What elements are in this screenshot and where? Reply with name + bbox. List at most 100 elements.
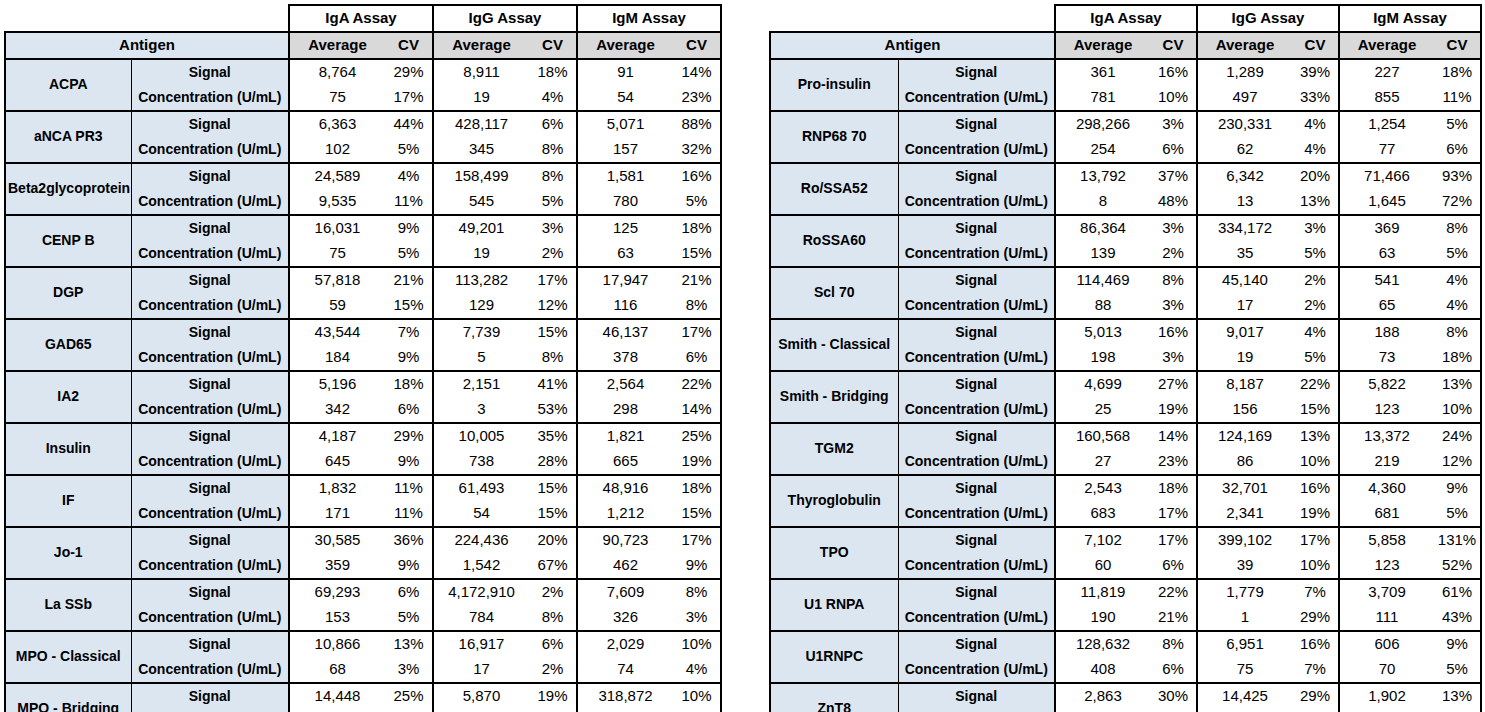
average-column-header: Average [577,32,673,59]
average-value-cell: 157 [577,137,673,163]
average-value-cell: 298 [577,397,673,423]
signal-row: La SSbSignal69,2936%4,172,9102%7,6098% [5,579,721,605]
average-value-cell: 17 [433,657,529,683]
cv-value-cell: 17% [385,85,433,111]
antigen-name-cell: Scl 70 [770,267,898,319]
average-value-cell: 9,017 [1197,319,1292,345]
row-label-concentration: Concentration (U/mL) [898,553,1055,579]
average-value-cell: 128,632 [1055,631,1150,657]
row-label-signal: Signal [131,579,289,605]
antigen-column-header: Antigen [5,32,289,59]
row-label-signal: Signal [898,683,1055,709]
average-value-cell: 114,469 [1055,267,1150,293]
average-value-cell: 5 [433,345,529,371]
signal-row: GAD65Signal43,5447%7,73915%46,13717% [5,319,721,345]
row-label-concentration: Concentration (U/mL) [131,397,289,423]
cv-value-cell: 33% [1292,85,1339,111]
cv-value-cell: 39% [1292,59,1339,85]
assay-header-row: IgA Assay IgG Assay IgM Assay [5,5,721,32]
average-value-cell: 2,863 [1055,683,1150,709]
assay-header-igm: IgM Assay [1339,5,1481,32]
signal-row: ThyroglobulinSignal2,54318%32,70116%4,36… [770,475,1481,501]
row-label-concentration: Concentration (U/mL) [131,241,289,267]
average-value-cell: 86,364 [1055,215,1150,241]
average-value-cell: 46,137 [577,319,673,345]
row-label-signal: Signal [131,319,289,345]
cv-value-cell: 4% [529,85,577,111]
average-value-cell: 198 [1055,345,1150,371]
cv-column-header: CV [1292,32,1339,59]
cv-value-cell: 8% [529,345,577,371]
row-label-concentration: Concentration (U/mL) [131,605,289,631]
average-value-cell: 69,293 [289,579,385,605]
page: { "header": { "antigen_label": "Antigen"… [0,0,1485,712]
average-value-cell: 1,821 [577,423,673,449]
average-value-cell: 7,609 [577,579,673,605]
average-value-cell: 59 [289,293,385,319]
cv-value-cell: 6% [385,397,433,423]
average-value-cell: 113,282 [433,267,529,293]
antigen-name-cell: Smith - Classical [770,319,898,371]
average-value-cell: 428,117 [433,111,529,137]
signal-row: Scl 70Signal114,4698%45,1402%5414% [770,267,1481,293]
row-label-concentration: Concentration (U/mL) [898,241,1055,267]
cv-value-cell: 2% [1150,241,1197,267]
cv-value-cell: 16% [673,163,721,189]
average-value-cell: 184 [289,345,385,371]
average-value-cell: 35 [1197,241,1292,267]
cv-value-cell: 6% [673,345,721,371]
row-label-signal: Signal [898,59,1055,85]
cv-value-cell: 13% [1292,189,1339,215]
average-value-cell: 227 [1339,59,1434,85]
blank-corner [770,5,1055,32]
assay-header-igm: IgM Assay [577,5,721,32]
cv-value-cell: 3% [1150,111,1197,137]
average-value-cell: 71,466 [1339,163,1434,189]
antigen-name-cell: ZnT8 [770,683,898,712]
average-value-cell: 399,102 [1197,527,1292,553]
antigen-name-cell: DGP [5,267,131,319]
cv-value-cell: 18% [673,215,721,241]
cv-column-header: CV [1150,32,1197,59]
average-value-cell: 125 [577,215,673,241]
row-label-concentration: Concentration (U/mL) [898,657,1055,683]
row-label-signal: Signal [898,423,1055,449]
row-label-concentration: Concentration (U/mL) [898,605,1055,631]
antigen-name-cell: Smith - Bridging [770,371,898,423]
average-value-cell: 86 [1197,449,1292,475]
average-value-cell: 123 [1339,553,1434,579]
row-label-signal: Signal [131,371,289,397]
average-value-cell: 361 [1055,59,1150,85]
row-label-concentration: Concentration (U/mL) [898,85,1055,111]
cv-value-cell: 21% [1150,605,1197,631]
antigen-name-cell: RNP68 70 [770,111,898,163]
antigen-name-cell: IA2 [5,371,131,423]
cv-value-cell: 11% [1434,85,1481,111]
average-value-cell: 27 [1055,449,1150,475]
cv-value-cell: 4% [1434,293,1481,319]
signal-row: DGPSignal57,81821%113,28217%17,94721% [5,267,721,293]
cv-value-cell: 16% [1150,319,1197,345]
average-value-cell: 32,701 [1197,475,1292,501]
average-value-cell: 3,709 [1339,579,1434,605]
cv-value-cell: 5% [1292,241,1339,267]
average-value-cell: 369 [1339,215,1434,241]
average-value-cell: 1,902 [1339,683,1434,709]
average-value-cell: 7,102 [1055,527,1150,553]
average-value-cell: 62 [1197,137,1292,163]
average-value-cell: 57,818 [289,267,385,293]
average-value-cell: 74 [577,657,673,683]
average-value-cell: 75 [289,85,385,111]
cv-value-cell: 23% [673,85,721,111]
row-label-signal: Signal [131,527,289,553]
cv-value-cell: 2% [529,579,577,605]
average-value-cell: 13,792 [1055,163,1150,189]
cv-value-cell: 13% [385,631,433,657]
signal-row: Beta2glycoproteinSignal24,5894%158,4998%… [5,163,721,189]
average-value-cell: 1,645 [1339,189,1434,215]
average-value-cell: 116 [577,293,673,319]
average-value-cell: 224,436 [433,527,529,553]
row-label-signal: Signal [131,59,289,85]
assay-results-table-right: IgA Assay IgG Assay IgM Assay Antigen Av… [769,4,1482,712]
cv-value-cell: 3% [1150,215,1197,241]
